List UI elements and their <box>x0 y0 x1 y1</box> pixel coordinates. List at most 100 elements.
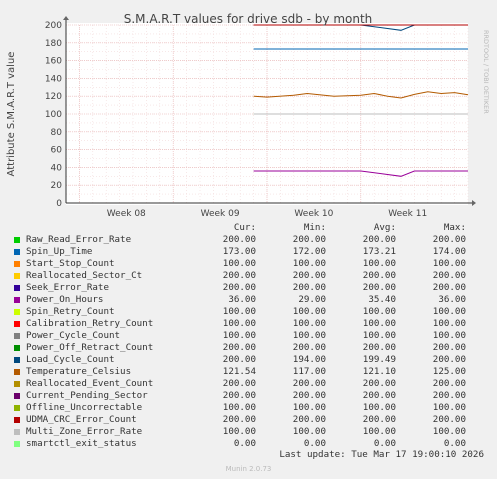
y-tick-label: 0 <box>56 199 62 209</box>
legend-max-value: 200.00 <box>432 282 466 293</box>
legend-series-name: Spin_Up_Time <box>26 246 93 257</box>
legend-min-header: Min: <box>303 222 326 233</box>
legend-series-name: Current_Pending_Sector <box>26 390 148 401</box>
y-axis-arrow <box>63 16 69 20</box>
legend-max-value: 200.00 <box>432 378 466 389</box>
y-tick-label: 180 <box>45 39 62 49</box>
legend-row: Power_On_Hours 36.00 29.00 35.40 36.00 <box>13 294 483 306</box>
legend-cur-value: 173.00 <box>222 246 256 257</box>
y-tick-label: 120 <box>45 92 62 102</box>
legend-series-name: UDMA_CRC_Error_Count <box>26 414 137 425</box>
legend-cur-value: 200.00 <box>222 234 256 245</box>
legend-min-value: 200.00 <box>292 342 326 353</box>
legend-avg-value: 200.00 <box>362 282 396 293</box>
legend-row: Start_Stop_Count 100.00 100.00 100.00 100.00 <box>13 258 483 270</box>
legend-cur-value: 200.00 <box>222 342 256 353</box>
legend-avg-value: 0.00 <box>373 438 396 449</box>
legend-min-value: 200.00 <box>292 414 326 425</box>
legend-cur-value: 121.54 <box>222 366 256 377</box>
x-tick-label: Week 09 <box>201 209 240 219</box>
legend-row: Reallocated_Sector_Ct 200.00 200.00 200.00 2… <box>13 270 483 282</box>
legend-cur-header: Cur: <box>233 222 256 233</box>
legend-series-name: Calibration_Retry_Count <box>26 318 154 329</box>
legend-cur-value: 100.00 <box>222 318 256 329</box>
legend-cur-value: 100.00 <box>222 306 256 317</box>
series-lines <box>66 24 469 204</box>
legend-max-value: 100.00 <box>432 402 466 413</box>
legend-series-name: Power_On_Hours <box>26 294 104 305</box>
legend-avg-value: 100.00 <box>362 426 396 437</box>
legend-cur-value: 200.00 <box>222 354 256 365</box>
legend-avg-value: 100.00 <box>362 258 396 269</box>
legend-avg-value: 200.00 <box>362 390 396 401</box>
legend-swatch <box>14 249 20 255</box>
legend-max-value: 100.00 <box>432 258 466 269</box>
legend-min-value: 100.00 <box>292 306 326 317</box>
legend-row: UDMA_CRC_Error_Count 200.00 200.00 200.00 20… <box>13 414 483 426</box>
legend-avg-value: 173.21 <box>362 246 396 257</box>
legend-series-name: Power_Off_Retract_Count <box>26 342 154 353</box>
legend-max-value: 36.00 <box>438 294 466 305</box>
legend-rows: Raw_Read_Error_Rate 200.00 200.00 200.00 200… <box>13 234 483 450</box>
legend-min-value: 100.00 <box>292 318 326 329</box>
legend-cur-value: 100.00 <box>222 426 256 437</box>
legend-min-value: 117.00 <box>292 366 326 377</box>
legend-swatch <box>14 393 20 399</box>
legend-series-name: smartctl_exit_status <box>26 438 137 449</box>
legend-cur-value: 200.00 <box>222 378 256 389</box>
legend-swatch <box>14 309 20 315</box>
legend-avg-value: 200.00 <box>362 234 396 245</box>
legend-cur-value: 200.00 <box>222 282 256 293</box>
axes: 0 20 40 60 80 100 120 140 160 180 200 Week 08 Week 0… <box>45 16 476 219</box>
legend-swatch <box>14 345 20 351</box>
chart-title: S.M.A.R.T values for drive sdb - by mont… <box>124 12 373 26</box>
x-tick-label: Week 08 <box>107 209 146 219</box>
x-axis-arrow <box>472 200 476 206</box>
legend-series-name: Start_Stop_Count <box>26 258 115 269</box>
legend-series-name: Multi_Zone_Error_Rate <box>26 426 143 437</box>
legend-avg-value: 100.00 <box>362 318 396 329</box>
legend-row: Temperature_Celsius 121.54 117.00 121.10 125… <box>13 366 483 378</box>
legend-min-value: 200.00 <box>292 234 326 245</box>
legend-swatch <box>14 285 20 291</box>
legend-swatch <box>14 297 20 303</box>
legend-series-name: Load_Cycle_Count <box>26 354 115 365</box>
legend-swatch <box>14 273 20 279</box>
legend-avg-value: 100.00 <box>362 306 396 317</box>
legend-swatch <box>14 381 20 387</box>
legend-avg-value: 35.40 <box>368 294 396 305</box>
legend-row: Spin_Up_Time 173.00 172.00 173.21 174.00 <box>13 246 483 258</box>
legend-max-value: 100.00 <box>432 306 466 317</box>
legend-series-name: Spin_Retry_Count <box>26 306 115 317</box>
legend-row: Reallocated_Event_Count 200.00 200.00 200.0… <box>13 378 483 390</box>
legend-series-name: Raw_Read_Error_Rate <box>26 234 132 245</box>
legend-avg-value: 100.00 <box>362 402 396 413</box>
legend-series-name: Seek_Error_Rate <box>26 282 109 293</box>
legend-swatch <box>14 333 20 339</box>
legend-series-name: Reallocated_Sector_Ct <box>26 270 143 281</box>
legend-swatch <box>14 261 20 267</box>
legend-cur-value: 200.00 <box>222 270 256 281</box>
legend-row: Current_Pending_Sector 200.00 200.00 200.00… <box>13 390 483 402</box>
legend-avg-value: 199.49 <box>362 354 396 365</box>
footer: Munin 2.0.73 <box>225 465 272 473</box>
legend-series-name: Power_Cycle_Count <box>26 330 121 341</box>
legend-min-value: 172.00 <box>292 246 326 257</box>
last-update: Last update: Tue Mar 17 19:00:10 2026 <box>279 449 484 460</box>
y-tick-label: 60 <box>51 146 63 156</box>
legend-avg-value: 200.00 <box>362 414 396 425</box>
legend-max-value: 200.00 <box>432 390 466 401</box>
legend-cur-value: 36.00 <box>228 294 256 305</box>
legend-row: Spin_Retry_Count 100.00 100.00 100.00 100.00 <box>13 306 483 318</box>
legend-max-value: 100.00 <box>432 318 466 329</box>
legend-max-value: 0.00 <box>443 438 466 449</box>
y-tick-label: 40 <box>51 163 63 173</box>
y-tick-label: 160 <box>45 57 62 67</box>
legend-min-value: 200.00 <box>292 270 326 281</box>
legend-cur-value: 100.00 <box>222 258 256 269</box>
legend-cur-value: 200.00 <box>222 390 256 401</box>
legend-max-value: 125.00 <box>432 366 466 377</box>
legend-avg-value: 100.00 <box>362 330 396 341</box>
legend-min-value: 194.00 <box>292 354 326 365</box>
legend: Cur: Min: Avg: Max: Raw_Read_Error_Rate 2… <box>13 222 483 450</box>
